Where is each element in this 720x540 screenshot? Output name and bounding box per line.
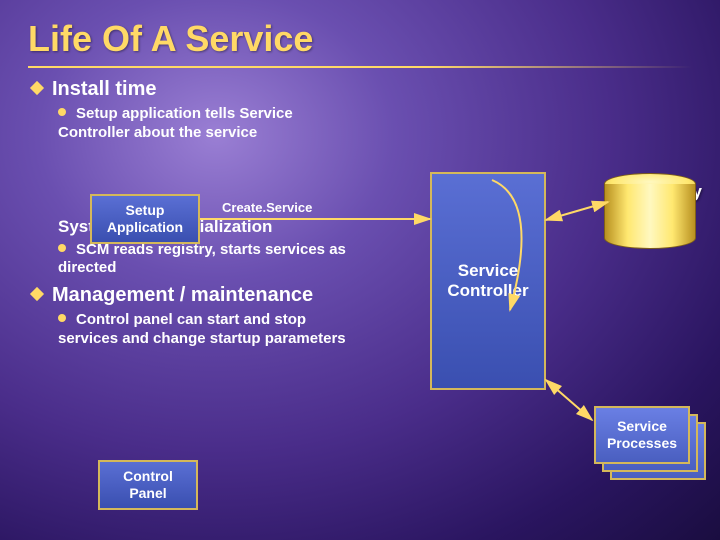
service-controller-box: ServiceController — [430, 172, 546, 390]
bullet-item: SCM reads registry, starts services as d… — [58, 241, 358, 279]
diamond-bullet-icon — [30, 81, 44, 95]
bullet-text: Control panel can start and stop service… — [58, 311, 346, 347]
create-service-label: Create.Service — [222, 200, 312, 215]
dot-bullet-icon — [58, 314, 66, 322]
title-underline — [28, 66, 692, 68]
service-process-box: ServiceProcesses — [594, 406, 690, 464]
control-panel-box: ControlPanel — [98, 460, 198, 510]
section-heading: Management / maintenance — [32, 284, 720, 307]
setup-application-box: SetupApplication — [90, 194, 200, 244]
bullet-item: Control panel can start and stop service… — [58, 311, 358, 349]
dot-bullet-icon — [58, 108, 66, 116]
section-heading-text: Management / maintenance — [52, 284, 313, 306]
registry-cylinder: Registry — [604, 184, 696, 238]
section-heading-text: Install time — [52, 78, 156, 100]
bullet-item: Setup application tells Service Controll… — [58, 105, 358, 143]
diamond-bullet-icon — [30, 287, 44, 301]
page-title: Life Of A Service — [0, 0, 720, 66]
section-heading: Install time — [32, 78, 720, 101]
bullet-text: SCM reads registry, starts services as d… — [58, 241, 346, 277]
dot-bullet-icon — [58, 244, 66, 252]
bullet-text: Setup application tells Service Controll… — [58, 105, 293, 141]
